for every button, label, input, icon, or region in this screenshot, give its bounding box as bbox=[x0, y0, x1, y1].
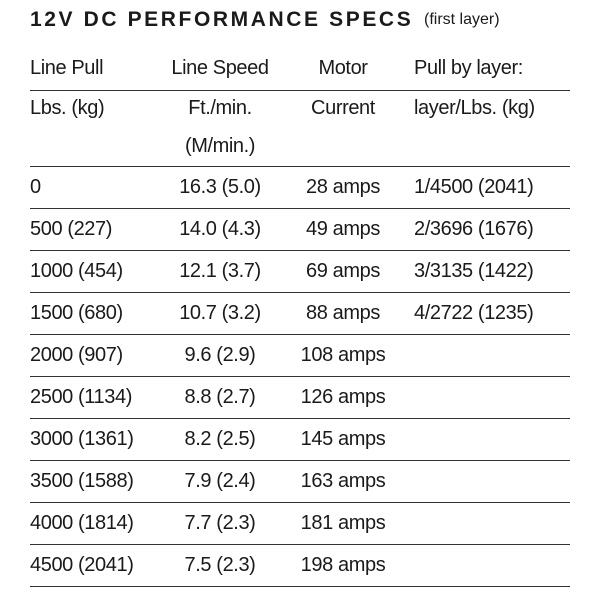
table-cell: 3/3135 (1422) bbox=[414, 260, 534, 282]
table-cell: 1000 (454) bbox=[30, 260, 123, 282]
table-cell: 198 amps bbox=[300, 554, 386, 576]
table-cell: 2500 (1134) bbox=[30, 386, 132, 408]
table-cell: 7.5 (2.3) bbox=[184, 554, 256, 576]
table-cell: 2000 (907) bbox=[30, 344, 123, 366]
row-divider bbox=[30, 90, 570, 91]
table-cell: 69 amps bbox=[306, 260, 380, 282]
header-cell: Pull by layer: bbox=[414, 57, 523, 79]
table-cell: 14.0 (4.3) bbox=[179, 218, 261, 240]
table-cell: 88 amps bbox=[306, 302, 380, 324]
table-cell: 163 amps bbox=[300, 470, 386, 492]
row-divider bbox=[30, 208, 570, 209]
row-divider bbox=[30, 292, 570, 293]
row-divider bbox=[30, 502, 570, 503]
header-cell: Motor bbox=[318, 57, 368, 79]
row-divider bbox=[30, 418, 570, 419]
table-cell: 8.2 (2.5) bbox=[184, 428, 256, 450]
row-divider bbox=[30, 166, 570, 167]
table-cell: 3500 (1588) bbox=[30, 470, 134, 492]
table-cell: 8.8 (2.7) bbox=[184, 386, 256, 408]
table-cell: 3000 (1361) bbox=[30, 428, 134, 450]
row-divider bbox=[30, 376, 570, 377]
table-cell: 181 amps bbox=[300, 512, 386, 534]
row-divider bbox=[30, 460, 570, 461]
table-cell: 28 amps bbox=[306, 176, 380, 198]
row-divider bbox=[30, 544, 570, 545]
row-divider bbox=[30, 334, 570, 335]
table-cell: 49 amps bbox=[306, 218, 380, 240]
row-divider bbox=[30, 250, 570, 251]
table-cell: 500 (227) bbox=[30, 218, 113, 240]
table-cell: 1500 (680) bbox=[30, 302, 123, 324]
table-cell: 1/4500 (2041) bbox=[414, 176, 534, 198]
table-cell: 10.7 (3.2) bbox=[179, 302, 261, 324]
table-cell: 7.7 (2.3) bbox=[184, 512, 256, 534]
subtitle: (first layer) bbox=[424, 11, 500, 28]
table-cell: 126 amps bbox=[300, 386, 386, 408]
table-cell: 4/2722 (1235) bbox=[414, 302, 534, 324]
table-cell: 16.3 (5.0) bbox=[179, 176, 261, 198]
table-cell: 2/3696 (1676) bbox=[414, 218, 534, 240]
header-cell: Line Pull bbox=[30, 57, 104, 79]
table-cell: 145 amps bbox=[300, 428, 386, 450]
header-cell: Ft./min. (M/min.) bbox=[184, 97, 256, 157]
header-cell: layer/Lbs. (kg) bbox=[414, 97, 535, 119]
header-cell: Lbs. (kg) bbox=[30, 97, 105, 119]
header-cell: Line Speed bbox=[171, 57, 269, 79]
table-cell: 4500 (2041) bbox=[30, 554, 134, 576]
table-cell: 12.1 (3.7) bbox=[179, 260, 261, 282]
header-cell: Current bbox=[311, 97, 375, 119]
table-cell: 9.6 (2.9) bbox=[184, 344, 256, 366]
table-cell: 0 bbox=[30, 176, 41, 198]
row-divider bbox=[30, 586, 570, 587]
table-cell: 108 amps bbox=[300, 344, 386, 366]
table-cell: 7.9 (2.4) bbox=[184, 470, 256, 492]
table-cell: 4000 (1814) bbox=[30, 512, 134, 534]
title: 12V DC PERFORMANCE SPECS bbox=[30, 8, 414, 31]
